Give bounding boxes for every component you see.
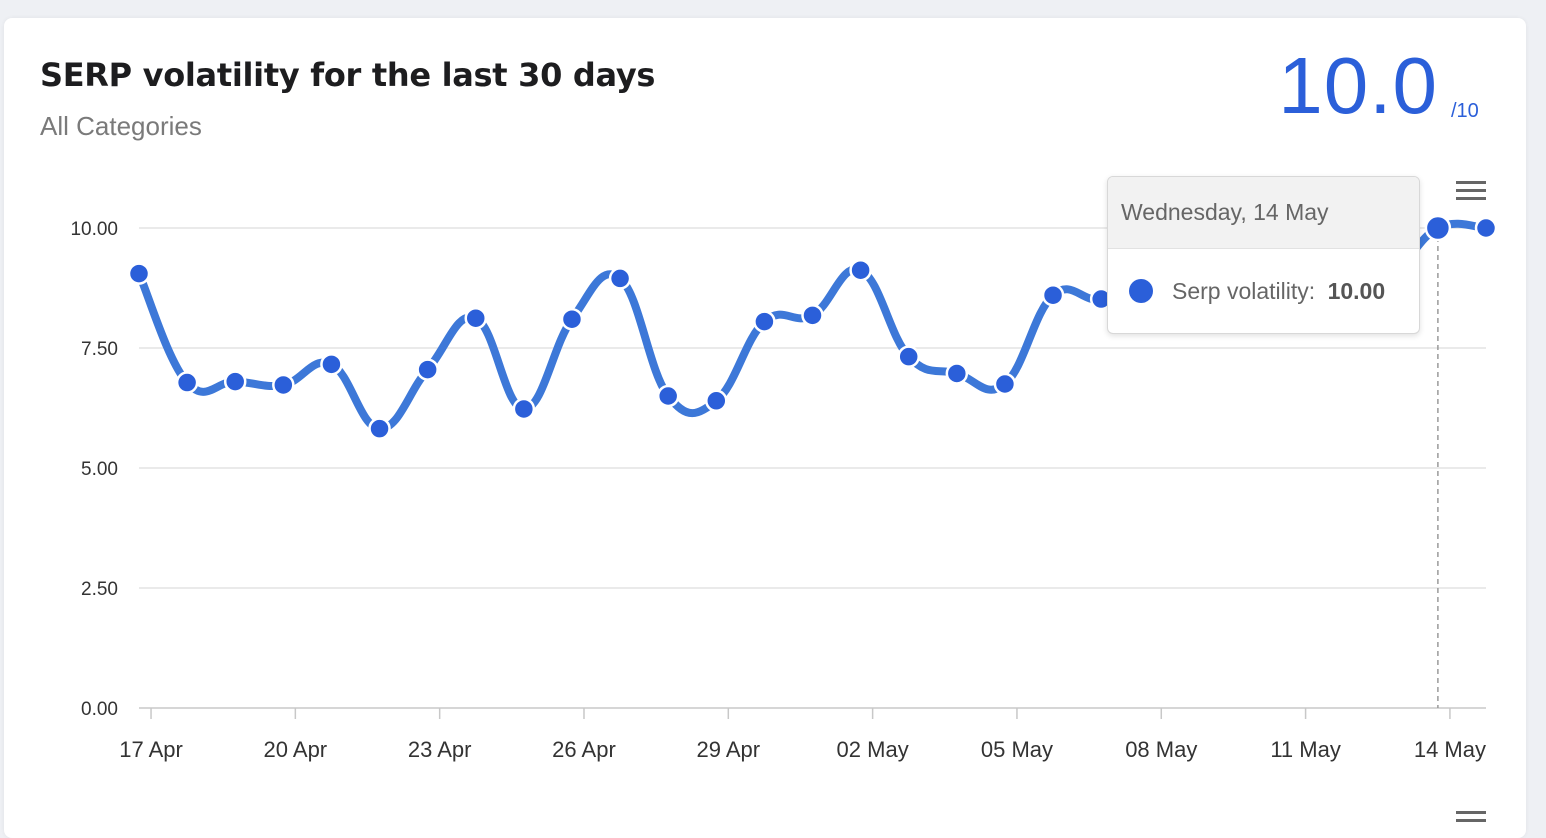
- data-point[interactable]: [320, 353, 343, 376]
- secondary-menu-icon[interactable]: [1456, 811, 1486, 822]
- y-tick-label: 7.50: [81, 339, 118, 360]
- data-point[interactable]: [560, 307, 584, 331]
- data-point[interactable]: [945, 362, 969, 385]
- x-tick-label: 29 Apr: [697, 737, 761, 762]
- chart-tooltip: Wednesday, 14 May Serp volatility: 10.00: [1107, 176, 1420, 334]
- tooltip-body: Serp volatility: 10.00: [1108, 249, 1419, 333]
- y-axis: 0.00 2.50 5.00 7.50 10.00: [70, 219, 118, 720]
- x-tick-label: 08 May: [1125, 737, 1197, 762]
- y-tick-label: 5.00: [81, 459, 118, 480]
- volatility-card: [4, 18, 1526, 838]
- data-point[interactable]: [272, 373, 295, 397]
- x-tick-label: 05 May: [981, 737, 1053, 762]
- data-point[interactable]: [223, 370, 247, 393]
- data-point[interactable]: [1041, 283, 1065, 307]
- volatility-score: 10.0: [1278, 41, 1438, 130]
- x-tick-label: 14 May: [1414, 737, 1486, 762]
- data-point[interactable]: [753, 310, 776, 333]
- x-tick-label: 23 Apr: [408, 737, 472, 762]
- data-point[interactable]: [608, 267, 632, 290]
- chart-title: SERP volatility for the last 30 days: [40, 56, 656, 94]
- data-point[interactable]: [897, 345, 920, 368]
- y-tick-label: 10.00: [70, 219, 118, 240]
- x-tick-label: 11 May: [1270, 737, 1341, 762]
- data-point[interactable]: [127, 262, 151, 285]
- x-tick-label: 20 Apr: [264, 737, 328, 762]
- data-point[interactable]: [416, 358, 439, 381]
- y-tick-label: 2.50: [81, 579, 118, 600]
- tooltip-date: Wednesday, 14 May: [1108, 177, 1419, 249]
- chart-menu-icon[interactable]: [1454, 179, 1488, 205]
- x-tick-label: 26 Apr: [552, 737, 616, 762]
- x-tick-label: 02 May: [837, 737, 909, 762]
- data-point[interactable]: [705, 389, 728, 413]
- data-point[interactable]: [368, 417, 391, 440]
- category-label: All Categories: [40, 111, 202, 141]
- data-point[interactable]: [1424, 214, 1452, 242]
- tooltip-value: 10.00: [1327, 278, 1386, 304]
- volatility-score-max: /10: [1451, 100, 1479, 122]
- data-point[interactable]: [993, 372, 1017, 396]
- data-point[interactable]: [512, 397, 536, 421]
- tooltip-series-label: Serp volatility:: [1172, 278, 1316, 304]
- x-tick-label: 17 Apr: [119, 737, 183, 762]
- data-point[interactable]: [849, 258, 872, 282]
- data-point[interactable]: [656, 384, 680, 408]
- data-point[interactable]: [464, 306, 487, 330]
- y-tick-label: 0.00: [81, 699, 118, 720]
- series-marker-icon: [1129, 279, 1153, 303]
- data-point[interactable]: [175, 371, 199, 394]
- chart-gridlines: [139, 227, 1486, 709]
- data-point[interactable]: [1474, 216, 1498, 240]
- x-axis: 17 Apr 20 Apr 23 Apr 26 Apr 29 Apr 02 May 05 M…: [119, 708, 1486, 762]
- data-point[interactable]: [801, 304, 824, 327]
